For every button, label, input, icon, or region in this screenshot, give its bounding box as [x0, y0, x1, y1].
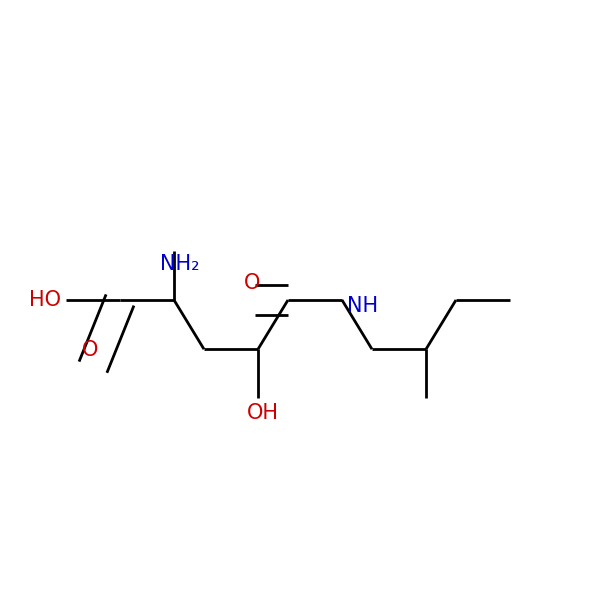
Text: HO: HO — [29, 290, 61, 310]
Text: NH: NH — [347, 296, 378, 316]
Text: O: O — [244, 273, 260, 293]
Text: NH₂: NH₂ — [160, 254, 200, 274]
Text: O: O — [82, 340, 98, 360]
Text: OH: OH — [247, 403, 279, 423]
